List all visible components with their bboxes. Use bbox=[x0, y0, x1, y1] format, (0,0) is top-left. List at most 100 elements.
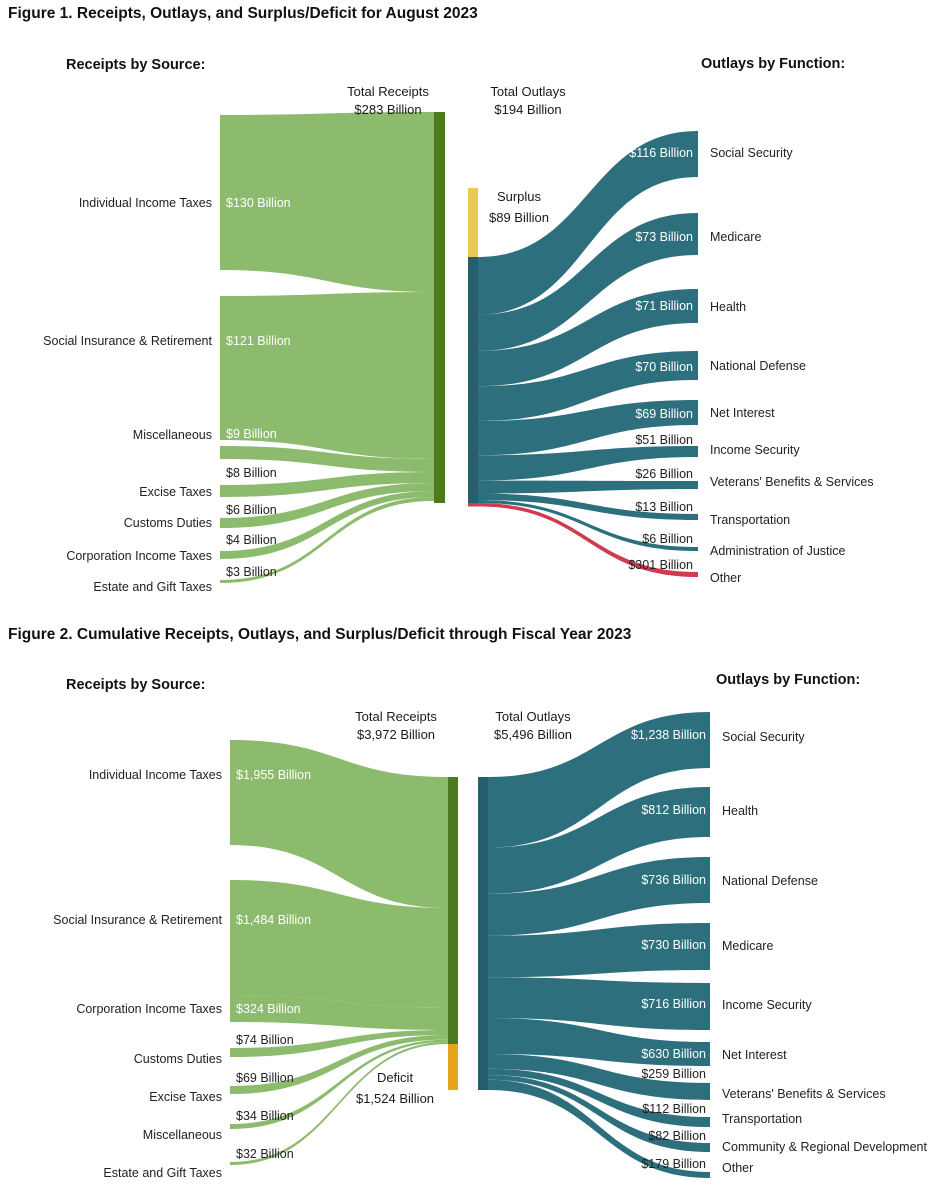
category-label-other: Other bbox=[710, 571, 742, 585]
surplus-label: Surplus bbox=[496, 189, 542, 204]
value-label-corporation-income-taxes: $4 Billion bbox=[226, 533, 277, 547]
value-label-miscellaneous: $34 Billion bbox=[236, 1109, 294, 1123]
category-label-customs-duties: Customs Duties bbox=[133, 1052, 222, 1066]
category-label-transportation: Transportation bbox=[722, 1112, 803, 1126]
figure1-node-node-teal bbox=[468, 257, 478, 503]
category-label-social-insurance-retirement: Social Insurance & Retirement bbox=[43, 334, 212, 348]
flow-outlay-administration-of-justice bbox=[478, 500, 698, 551]
category-label-miscellaneous: Miscellaneous bbox=[142, 1128, 222, 1142]
value-label-other: $301 Billion bbox=[628, 558, 693, 572]
flow-receipt-excise-taxes bbox=[220, 472, 434, 497]
value-label-national-defense: $736 Billion bbox=[641, 873, 706, 887]
value-label-miscellaneous: $9 Billion bbox=[226, 427, 277, 441]
flow-outlay-veterans-benefits-services bbox=[488, 1054, 710, 1100]
flow-outlay-transportation bbox=[488, 1068, 710, 1127]
flow-outlay-income-security bbox=[488, 977, 710, 1030]
figure2-title: Figure 2. Cumulative Receipts, Outlays, … bbox=[8, 626, 632, 643]
figure1-receipts-heading: Receipts by Source: bbox=[66, 57, 206, 73]
category-label-net-interest: Net Interest bbox=[722, 1048, 787, 1062]
category-label-corporation-income-taxes: Corporation Income Taxes bbox=[76, 1002, 222, 1016]
surplus-value: $89 Billion bbox=[489, 210, 549, 225]
flow-outlay-net-interest bbox=[488, 1018, 710, 1066]
flow-outlay-transportation bbox=[478, 493, 698, 520]
figure2-node-node-teal bbox=[478, 777, 488, 1090]
figure1-surplus-callout: Surplus $89 Billion bbox=[444, 186, 594, 228]
total-receipts-label: Total Receipts bbox=[347, 84, 429, 99]
value-label-estate-and-gift-taxes: $32 Billion bbox=[236, 1147, 294, 1161]
flow-outlay-social-security bbox=[478, 131, 698, 315]
figure2-deficit-callout: Deficit $1,524 Billion bbox=[320, 1067, 470, 1109]
category-label-estate-and-gift-taxes: Estate and Gift Taxes bbox=[93, 580, 212, 594]
figure1-node-node-green bbox=[434, 112, 445, 503]
category-label-national-defense: National Defense bbox=[722, 874, 818, 888]
flow-outlay-income-security bbox=[478, 446, 698, 481]
flow-receipt-social-insurance-retirement bbox=[230, 880, 448, 1008]
flow-receipt-individual-income-taxes bbox=[220, 112, 434, 292]
flow-receipt-estate-and-gift-taxes bbox=[220, 497, 434, 583]
flow-outlay-national-defense bbox=[488, 857, 710, 936]
value-label-net-interest: $630 Billion bbox=[641, 1047, 706, 1061]
total-receipts-label: Total Receipts bbox=[355, 709, 437, 724]
value-label-health: $71 Billion bbox=[635, 299, 693, 313]
flow-outlay-community-regional-development bbox=[488, 1075, 710, 1152]
category-label-health: Health bbox=[710, 300, 747, 314]
category-label-customs-duties: Customs Duties bbox=[123, 516, 212, 530]
category-label-corporation-income-taxes: Corporation Income Taxes bbox=[66, 549, 212, 563]
flow-outlay-national-defense bbox=[478, 351, 698, 421]
flow-outlay-medicare bbox=[488, 923, 710, 978]
flow-receipt-corporation-income-taxes bbox=[220, 491, 434, 559]
figure1-total-receipts: Total Receipts $283 Billion bbox=[308, 83, 468, 119]
value-label-veterans-benefits-services: $26 Billion bbox=[635, 467, 693, 481]
figure1-node-negative-red bbox=[468, 503, 478, 507]
value-label-customs-duties: $74 Billion bbox=[236, 1033, 294, 1047]
flow-outlay-veterans-benefits-services bbox=[478, 480, 698, 494]
value-label-transportation: $112 Billion bbox=[642, 1102, 706, 1116]
flow-receipt-estate-and-gift-taxes bbox=[230, 1041, 448, 1165]
flow-receipt-individual-income-taxes bbox=[230, 740, 448, 908]
value-label-administration-of-justice: $6 Billion bbox=[642, 532, 693, 546]
value-label-medicare: $730 Billion bbox=[641, 938, 706, 952]
value-label-social-insurance-retirement: $1,484 Billion bbox=[236, 913, 312, 927]
figure1-total-outlays: Total Outlays $194 Billion bbox=[448, 83, 608, 119]
value-label-net-interest: $69 Billion bbox=[635, 407, 693, 421]
category-label-medicare: Medicare bbox=[710, 230, 762, 244]
value-label-medicare: $73 Billion bbox=[635, 230, 693, 244]
deficit-label: Deficit bbox=[376, 1070, 414, 1085]
value-label-estate-and-gift-taxes: $3 Billion bbox=[226, 565, 277, 579]
total-outlays-value: $194 Billion bbox=[494, 102, 562, 117]
flow-receipt-customs-duties bbox=[230, 1030, 448, 1057]
figure1-outlays-heading: Outlays by Function: bbox=[701, 56, 846, 72]
figure2-receipts-heading: Receipts by Source: bbox=[66, 677, 206, 693]
total-receipts-value: $3,972 Billion bbox=[356, 727, 436, 742]
figure1-node-surplus-yellow bbox=[468, 188, 478, 257]
category-label-medicare: Medicare bbox=[722, 939, 774, 953]
value-label-veterans-benefits-services: $259 Billion bbox=[641, 1067, 706, 1081]
category-label-income-security: Income Security bbox=[710, 443, 800, 457]
flow-receipt-customs-duties bbox=[220, 483, 434, 528]
flow-receipt-corporation-income-taxes bbox=[230, 995, 448, 1030]
category-label-net-interest: Net Interest bbox=[710, 406, 775, 420]
flow-outlay-medicare bbox=[478, 213, 698, 351]
flow-receipt-social-insurance-retirement bbox=[220, 292, 434, 459]
value-label-excise-taxes: $8 Billion bbox=[226, 466, 277, 480]
flow-receipt-miscellaneous bbox=[220, 446, 434, 472]
total-receipts-value: $283 Billion bbox=[354, 102, 422, 117]
category-label-excise-taxes: Excise Taxes bbox=[149, 1090, 222, 1104]
category-label-social-insurance-retirement: Social Insurance & Retirement bbox=[53, 913, 222, 927]
total-outlays-label: Total Outlays bbox=[490, 84, 566, 99]
value-label-income-security: $51 Billion bbox=[635, 433, 693, 447]
category-label-individual-income-taxes: Individual Income Taxes bbox=[78, 196, 212, 210]
value-label-transportation: $13 Billion bbox=[635, 500, 693, 514]
category-label-miscellaneous: Miscellaneous bbox=[132, 428, 212, 442]
value-label-community-regional-development: $82 Billion bbox=[648, 1129, 706, 1143]
flow-outlay-other bbox=[478, 503, 698, 577]
flow-outlay-health bbox=[478, 289, 698, 387]
category-label-excise-taxes: Excise Taxes bbox=[139, 485, 212, 499]
figure2-total-receipts: Total Receipts $3,972 Billion bbox=[316, 708, 476, 744]
figure2-total-outlays: Total Outlays $5,496 Billion bbox=[453, 708, 613, 744]
category-label-other: Other bbox=[722, 1161, 754, 1175]
value-label-social-insurance-retirement: $121 Billion bbox=[226, 334, 291, 348]
flow-outlay-net-interest bbox=[478, 400, 698, 456]
